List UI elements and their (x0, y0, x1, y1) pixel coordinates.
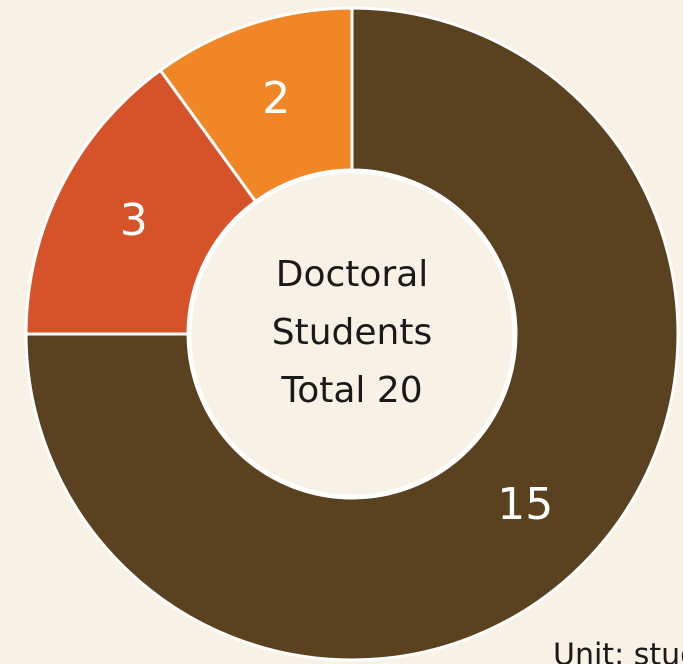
center-label: Doctoral (276, 254, 429, 295)
center-label: Students (272, 312, 432, 353)
donut-segment (24, 68, 258, 336)
donut-segment (158, 6, 354, 204)
donut-segment (24, 6, 680, 662)
data-label: 15 (497, 479, 553, 530)
data-label: 3 (120, 195, 148, 246)
donut-hole (188, 170, 516, 498)
unit-note: Unit: students (553, 638, 683, 664)
data-label: 2 (262, 73, 290, 124)
center-label: Total 20 (280, 370, 422, 411)
